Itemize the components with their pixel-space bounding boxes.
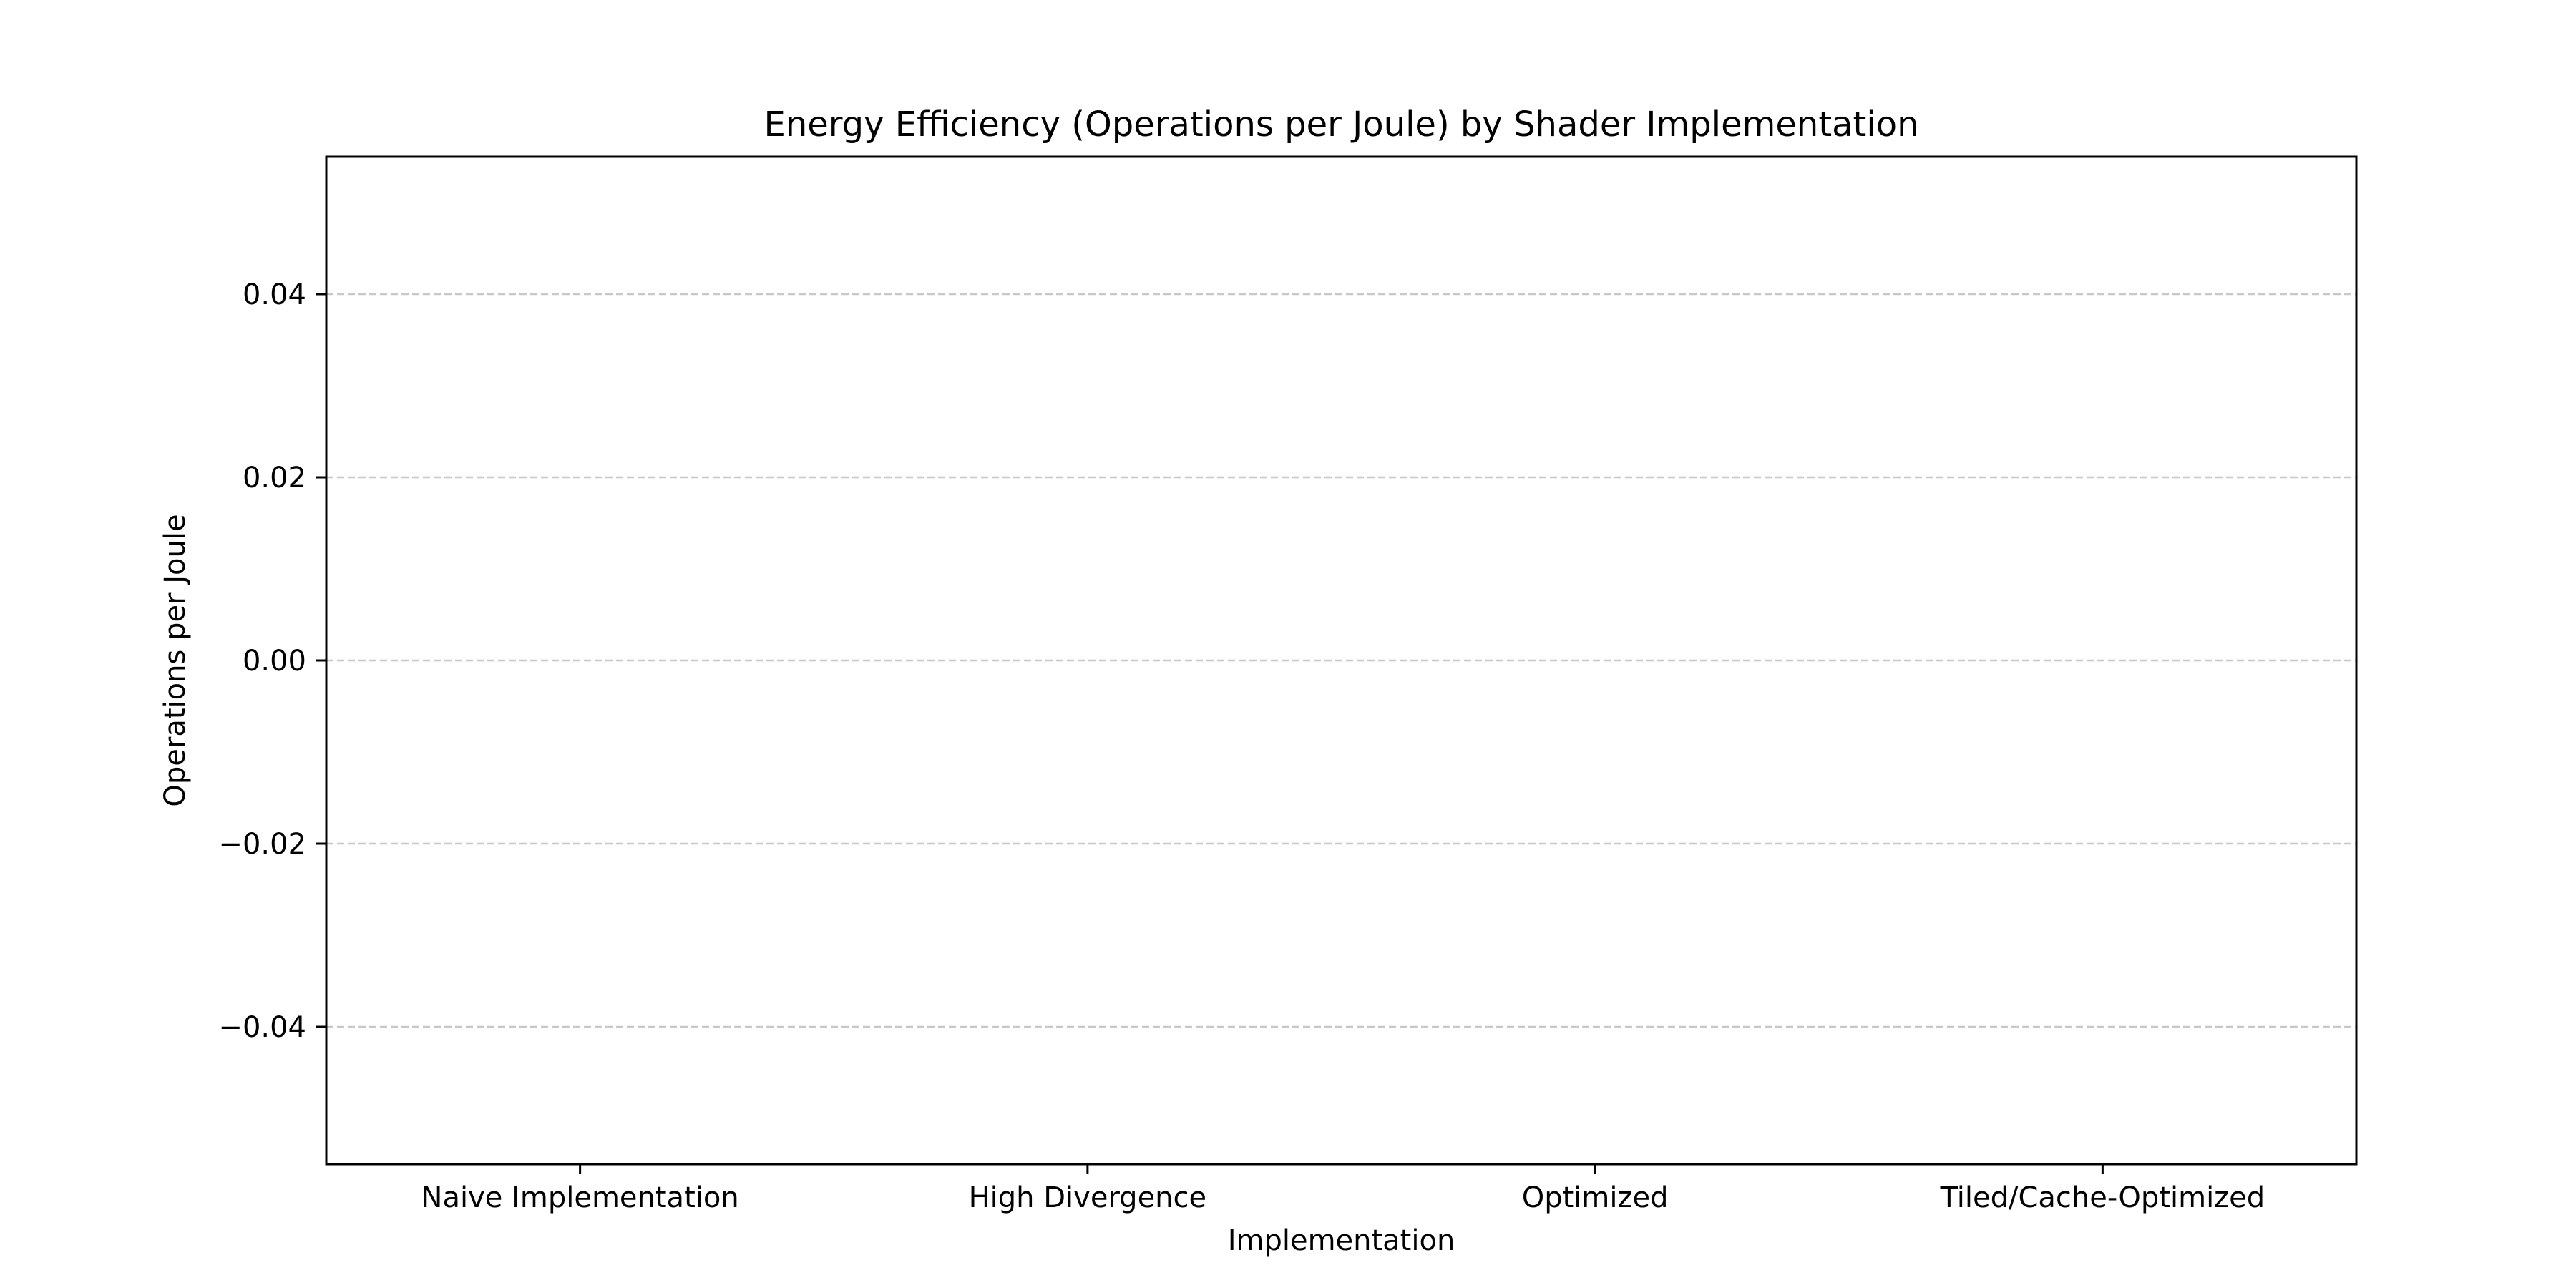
y-axis-ticks: −0.04 −0.02 0.00 0.02 0.04 <box>218 278 326 1044</box>
x-tick-label: Naive Implementation <box>421 1181 739 1214</box>
y-tick-label: −0.02 <box>218 828 306 861</box>
y-tick-label: 0.04 <box>243 278 306 311</box>
y-tick-label: 0.02 <box>243 462 306 494</box>
y-tick-label: 0.00 <box>243 645 306 678</box>
x-tick-label: High Divergence <box>969 1181 1207 1214</box>
y-axis-label: Operations per Joule <box>159 514 192 806</box>
chart-title: Energy Efficiency (Operations per Joule)… <box>764 104 1919 145</box>
x-axis-label: Implementation <box>1228 1224 1455 1257</box>
grid-lines <box>326 293 2356 1028</box>
y-tick-label: −0.04 <box>218 1011 306 1044</box>
x-tick-label: Optimized <box>1522 1181 1669 1214</box>
x-tick-label: Tiled/Cache-Optimized <box>1940 1181 2265 1214</box>
x-axis-ticks: Naive Implementation High Divergence Optim… <box>421 1164 2265 1214</box>
